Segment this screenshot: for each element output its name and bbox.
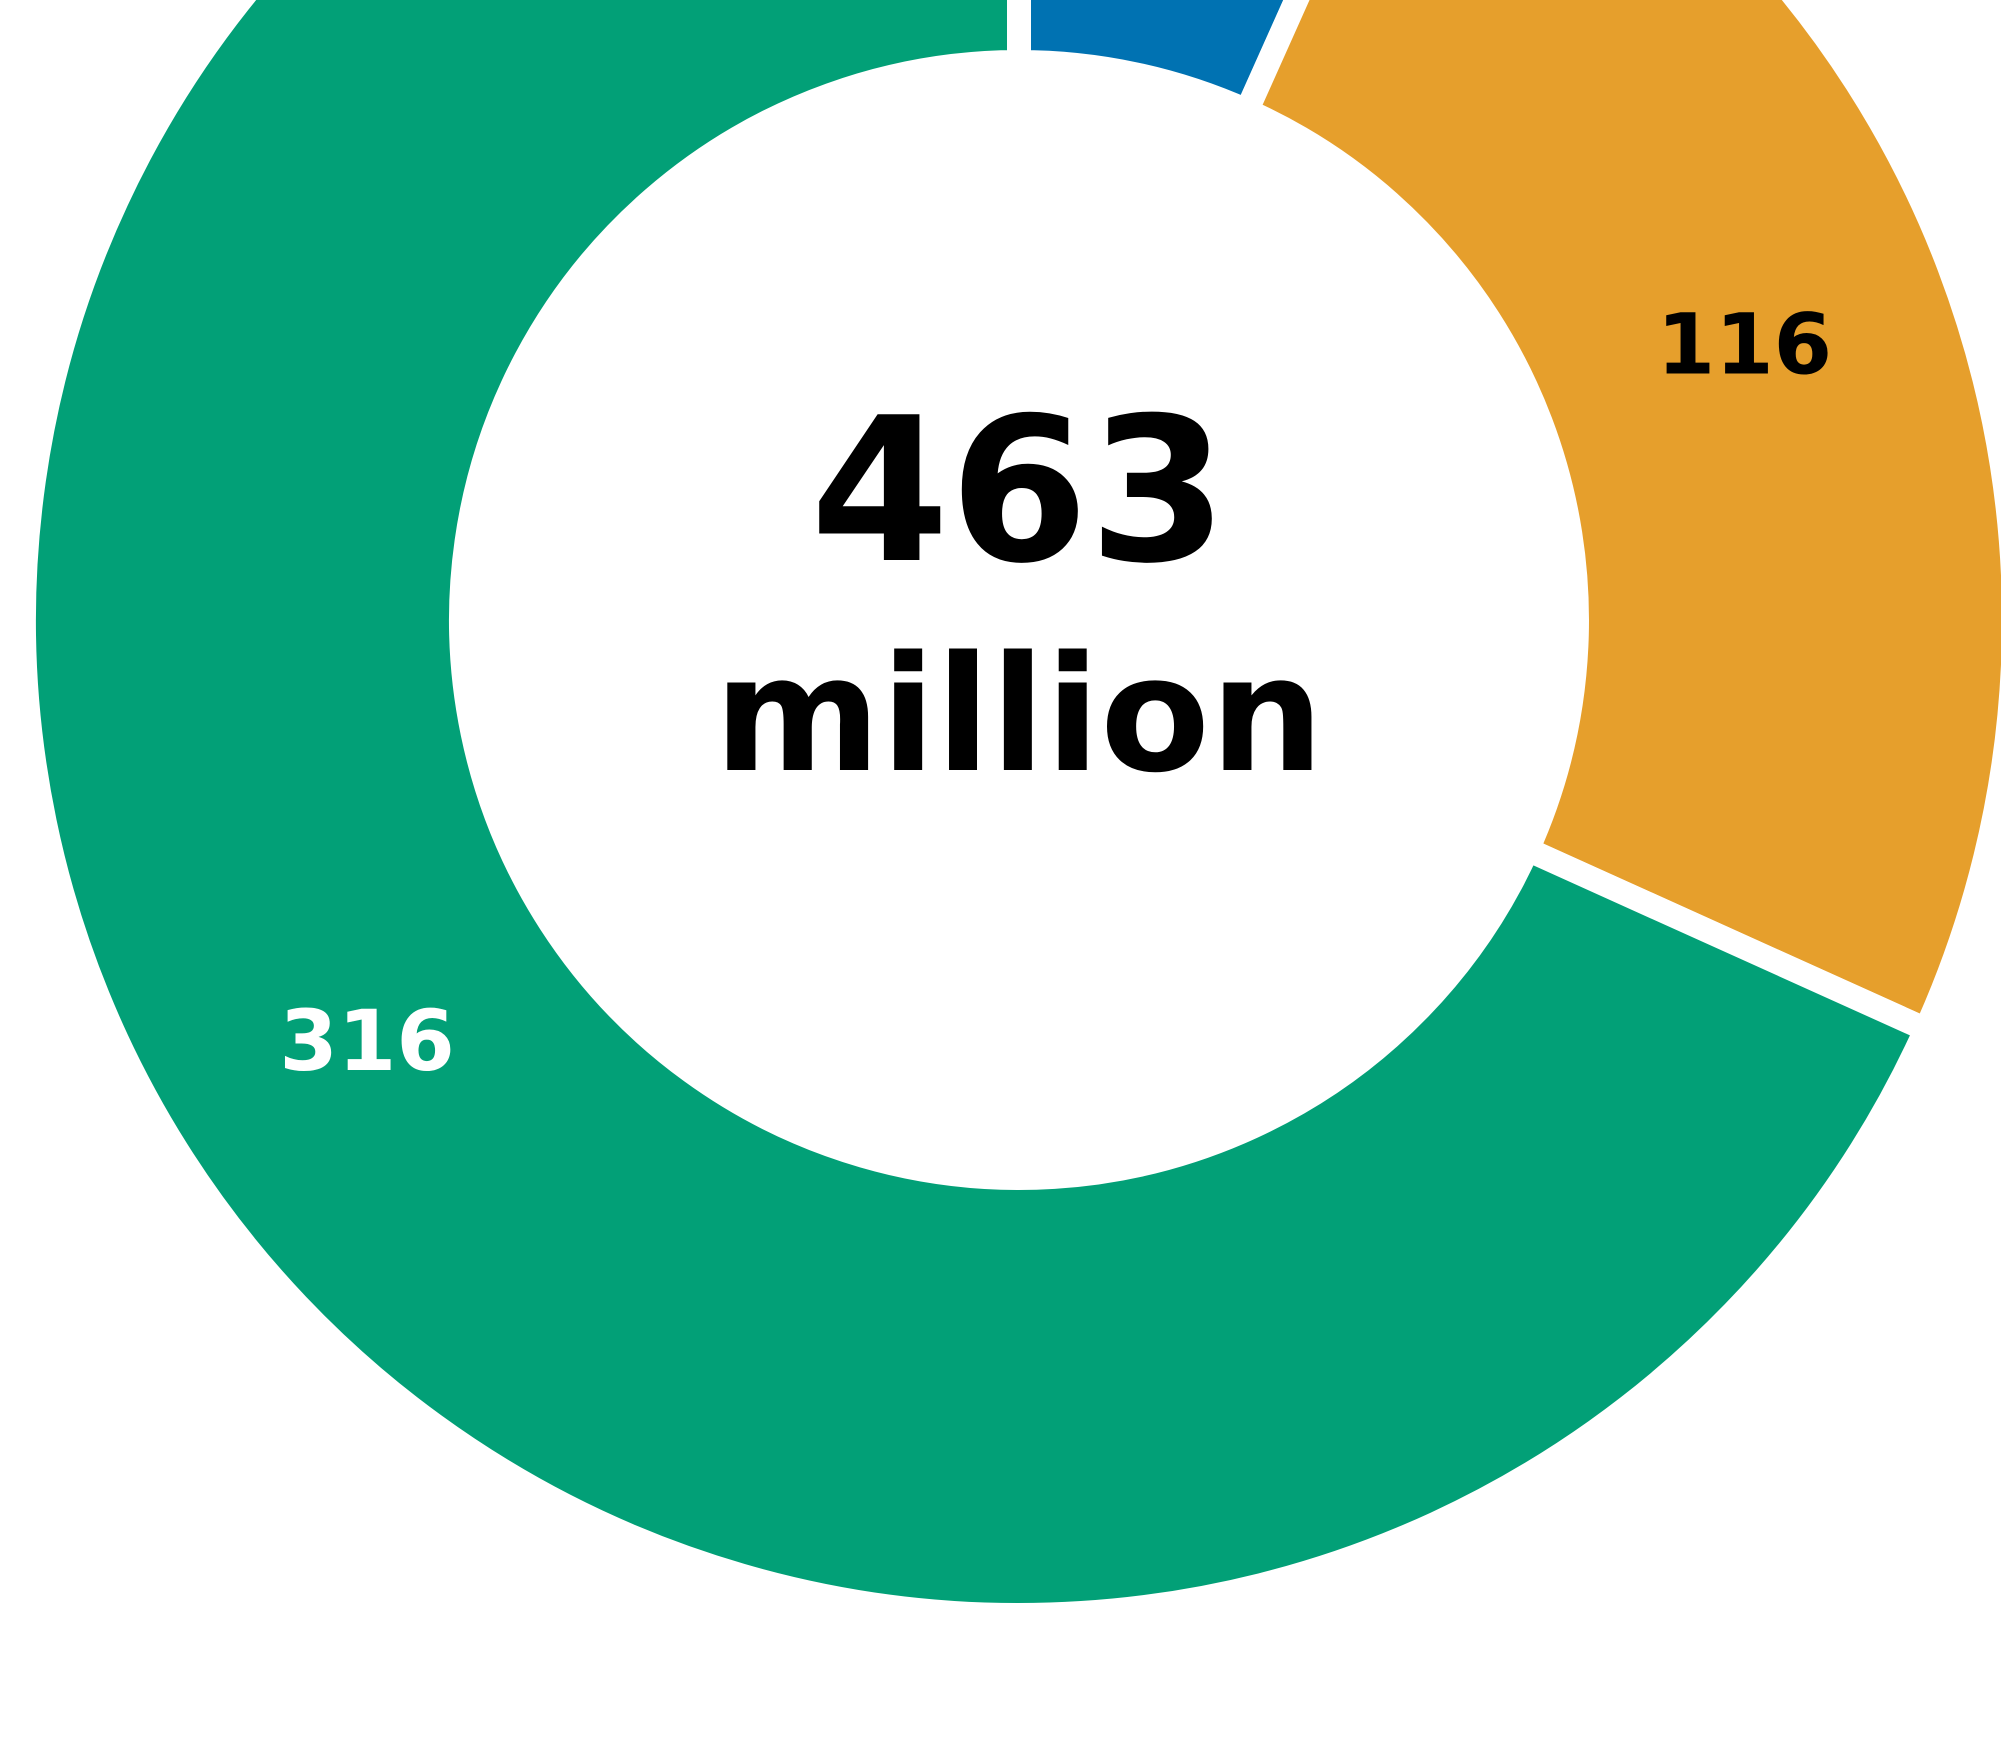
slice-label-2: 316 bbox=[279, 992, 454, 1090]
slice-label-1: 116 bbox=[1657, 295, 1832, 393]
center-total: 463 million bbox=[714, 375, 1324, 808]
donut-slice-1 bbox=[1231, 0, 2001, 1046]
donut-slice-2 bbox=[12, 0, 1942, 1627]
center-total-value: 463 bbox=[810, 375, 1227, 608]
donut-slice-0 bbox=[1007, 0, 1310, 127]
center-total-unit: million bbox=[714, 621, 1324, 808]
slice-labels: 116 316 bbox=[279, 295, 1832, 1089]
donut-slices bbox=[12, 0, 2001, 1627]
